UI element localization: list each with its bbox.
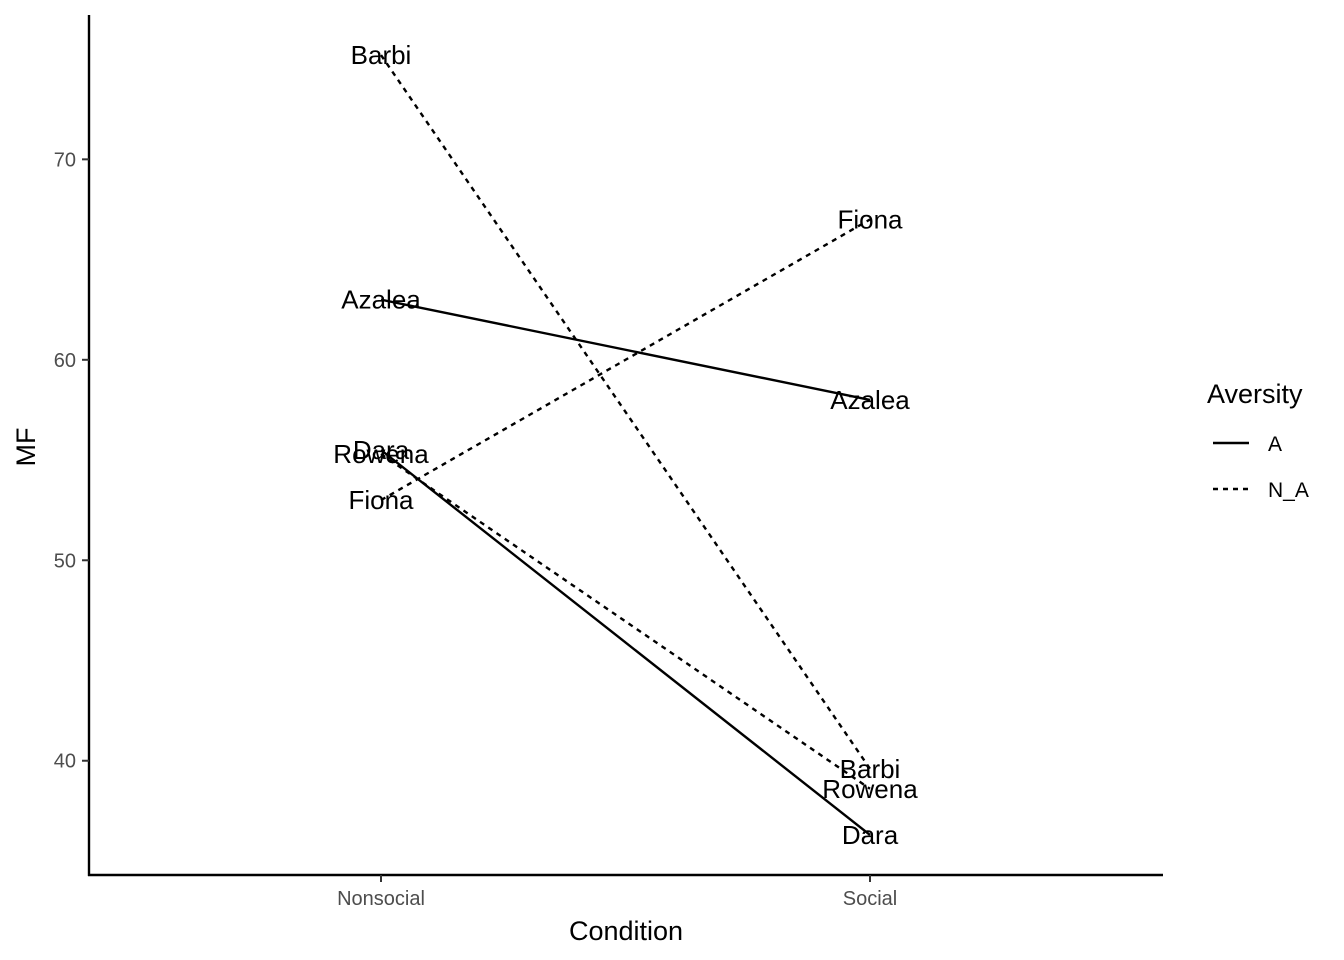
x-axis-title: Condition — [569, 916, 683, 946]
point-label-fiona-social: Fiona — [837, 204, 903, 234]
y-tick-label: 40 — [54, 751, 76, 773]
legend-title: Aversity — [1207, 379, 1303, 409]
point-label-azalea-nonsocial: Azalea — [341, 285, 421, 315]
series-lines — [380, 54, 871, 836]
series-line-azalea — [380, 298, 871, 402]
series-line-fiona — [380, 218, 871, 502]
x-axis-ticks: Nonsocial Social — [337, 875, 897, 910]
y-tick-label: 70 — [54, 149, 76, 171]
y-axis-title: MF — [11, 428, 41, 467]
point-label-barbi-social: Barbi — [840, 754, 901, 784]
point-label-azalea-social: Azalea — [830, 385, 910, 415]
point-label-dara-nonsocial: Dara — [353, 435, 410, 465]
point-label-dara-social: Dara — [842, 820, 899, 850]
x-tick-label-nonsocial: Nonsocial — [337, 888, 425, 910]
x-tick-label-social: Social — [843, 888, 897, 910]
series-line-dara — [380, 449, 871, 836]
series-line-barbi — [380, 54, 871, 770]
legend-label-a: A — [1268, 433, 1282, 456]
point-label-rowena-nonsocial: Rowena — [333, 439, 429, 469]
y-axis-ticks: 40 50 60 70 — [54, 149, 89, 773]
point-label-fiona-nonsocial: Fiona — [348, 485, 414, 515]
y-tick-label: 50 — [54, 550, 76, 572]
series-line-rowena — [380, 453, 871, 790]
legend-label-n-a: N_A — [1268, 479, 1309, 502]
legend: Aversity A N_A — [1207, 379, 1309, 502]
point-labels: Azalea Azalea Dara Dara Barbi Barbi Fiona Fiona… — [333, 40, 918, 850]
point-label-barbi-nonsocial: Barbi — [351, 40, 412, 70]
point-label-rowena-social: Rowena — [822, 774, 918, 804]
y-tick-label: 60 — [54, 350, 76, 372]
